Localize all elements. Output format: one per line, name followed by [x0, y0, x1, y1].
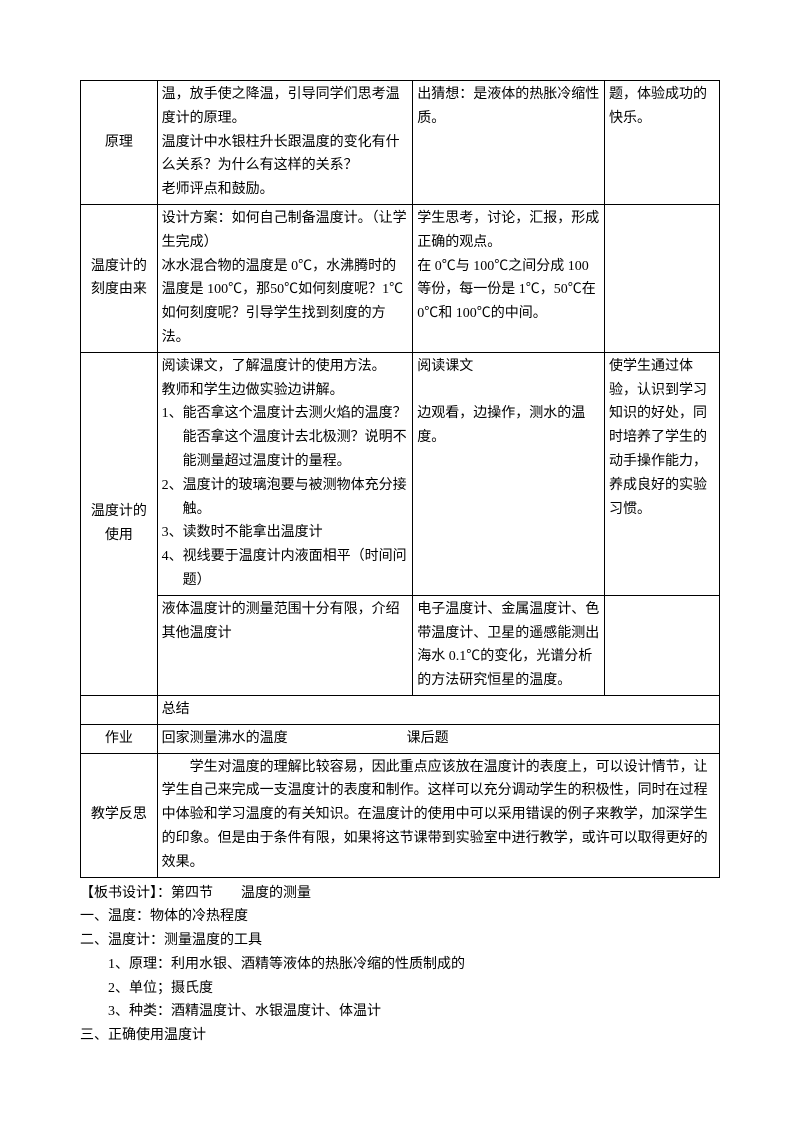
cell-usage-purpose: 使学生通过体验，认识到学习知识的好处，同时培养了学生的动手操作能力，养成良好的实…: [604, 352, 719, 595]
cell-scale-teacher: 设计方案：如何自己制备温度计。（让学生完成） 冰水混合物的温度是 0℃，水沸腾时…: [157, 204, 413, 352]
board-line-2: 二、温度计：测量温度的工具: [80, 929, 720, 953]
table-row: 温度计的刻度由来 设计方案：如何自己制备温度计。（让学生完成） 冰水混合物的温度…: [81, 204, 720, 352]
homework-1: 回家测量沸水的温度: [162, 731, 288, 746]
cell-scale-student: 学生思考，讨论，汇报，形成正确的观点。 在 0℃与 100℃之间分成 100等份…: [413, 204, 605, 352]
cell-other-thermo-purpose: [604, 595, 719, 695]
cell-homework: 回家测量沸水的温度 课后题: [157, 724, 719, 753]
blackboard-design: 【板书设计】：第四节 温度的测量 一、温度：物体的冷热程度 二、温度计：测量温度…: [80, 882, 720, 1049]
cell-usage-student: 阅读课文 边观看，边操作，测水的温度。: [413, 352, 605, 595]
board-line-2-2: 2、单位；摄氏度: [80, 977, 720, 1001]
cell-reflection: 学生对温度的理解比较容易，因此重点应该放在温度计的表度上，可以设计情节，让学生自…: [157, 753, 719, 877]
usage-step-3: 3、读数时不能拿出温度计: [162, 521, 409, 545]
cell-other-thermo-student: 电子温度计、金属温度计、色带温度计、卫星的遥感能测出海水 0.1℃的变化，光谱分…: [413, 595, 605, 695]
board-title: 【板书设计】：第四节 温度的测量: [80, 882, 720, 906]
usage-step-2: 2、温度计的玻璃泡要与被测物体充分接触。: [162, 474, 409, 522]
board-line-2-3: 3、种类：酒精温度计、水银温度计、体温计: [80, 1000, 720, 1024]
cell-summary-label: [81, 695, 158, 724]
table-row: 总结: [81, 695, 720, 724]
board-line-2-1: 1、原理：利用水银、酒精等液体的热胀冷缩的性质制成的: [80, 953, 720, 977]
board-line-1: 一、温度：物体的冷热程度: [80, 905, 720, 929]
cell-principle-purpose: 题，体验成功的快乐。: [604, 81, 719, 205]
board-line-3: 三、正确使用温度计: [80, 1024, 720, 1048]
usage-step-4: 4、视线要于温度计内液面相平（时间问题）: [162, 545, 409, 593]
cell-usage-teacher: 阅读课文，了解温度计的使用方法。 教师和学生边做实验边讲解。 1、能否拿这个温度…: [157, 352, 413, 595]
table-row: 原理 温，放手使之降温，引导同学们思考温度计的原理。 温度计中水银柱升长跟温度的…: [81, 81, 720, 205]
cell-scale-purpose: [604, 204, 719, 352]
cell-other-thermo-teacher: 液体温度计的测量范围十分有限，介绍其他温度计: [157, 595, 413, 695]
table-row: 液体温度计的测量范围十分有限，介绍其他温度计 电子温度计、金属温度计、色带温度计…: [81, 595, 720, 695]
cell-principle-teacher: 温，放手使之降温，引导同学们思考温度计的原理。 温度计中水银柱升长跟温度的变化有…: [157, 81, 413, 205]
usage-step-1: 1、能否拿这个温度计去测火焰的温度？能否拿这个温度计去北极测？说明不能测量超过温…: [162, 402, 409, 473]
cell-principle-student: 出猜想：是液体的热胀冷缩性质。: [413, 81, 605, 205]
usage-intro: 阅读课文，了解温度计的使用方法。 教师和学生边做实验边讲解。: [162, 355, 409, 403]
homework-2: 课后题: [407, 731, 449, 746]
cell-principle-label: 原理: [81, 81, 158, 205]
table-row: 温度计的使用 阅读课文，了解温度计的使用方法。 教师和学生边做实验边讲解。 1、…: [81, 352, 720, 595]
cell-scale-label: 温度计的刻度由来: [81, 204, 158, 352]
cell-usage-label: 温度计的使用: [81, 352, 158, 695]
lesson-plan-table: 原理 温，放手使之降温，引导同学们思考温度计的原理。 温度计中水银柱升长跟温度的…: [80, 80, 720, 878]
table-row: 教学反思 学生对温度的理解比较容易，因此重点应该放在温度计的表度上，可以设计情节…: [81, 753, 720, 877]
cell-reflection-label: 教学反思: [81, 753, 158, 877]
cell-summary: 总结: [157, 695, 719, 724]
cell-homework-label: 作业: [81, 724, 158, 753]
table-row: 作业 回家测量沸水的温度 课后题: [81, 724, 720, 753]
reflection-text: 学生对温度的理解比较容易，因此重点应该放在温度计的表度上，可以设计情节，让学生自…: [162, 756, 715, 875]
